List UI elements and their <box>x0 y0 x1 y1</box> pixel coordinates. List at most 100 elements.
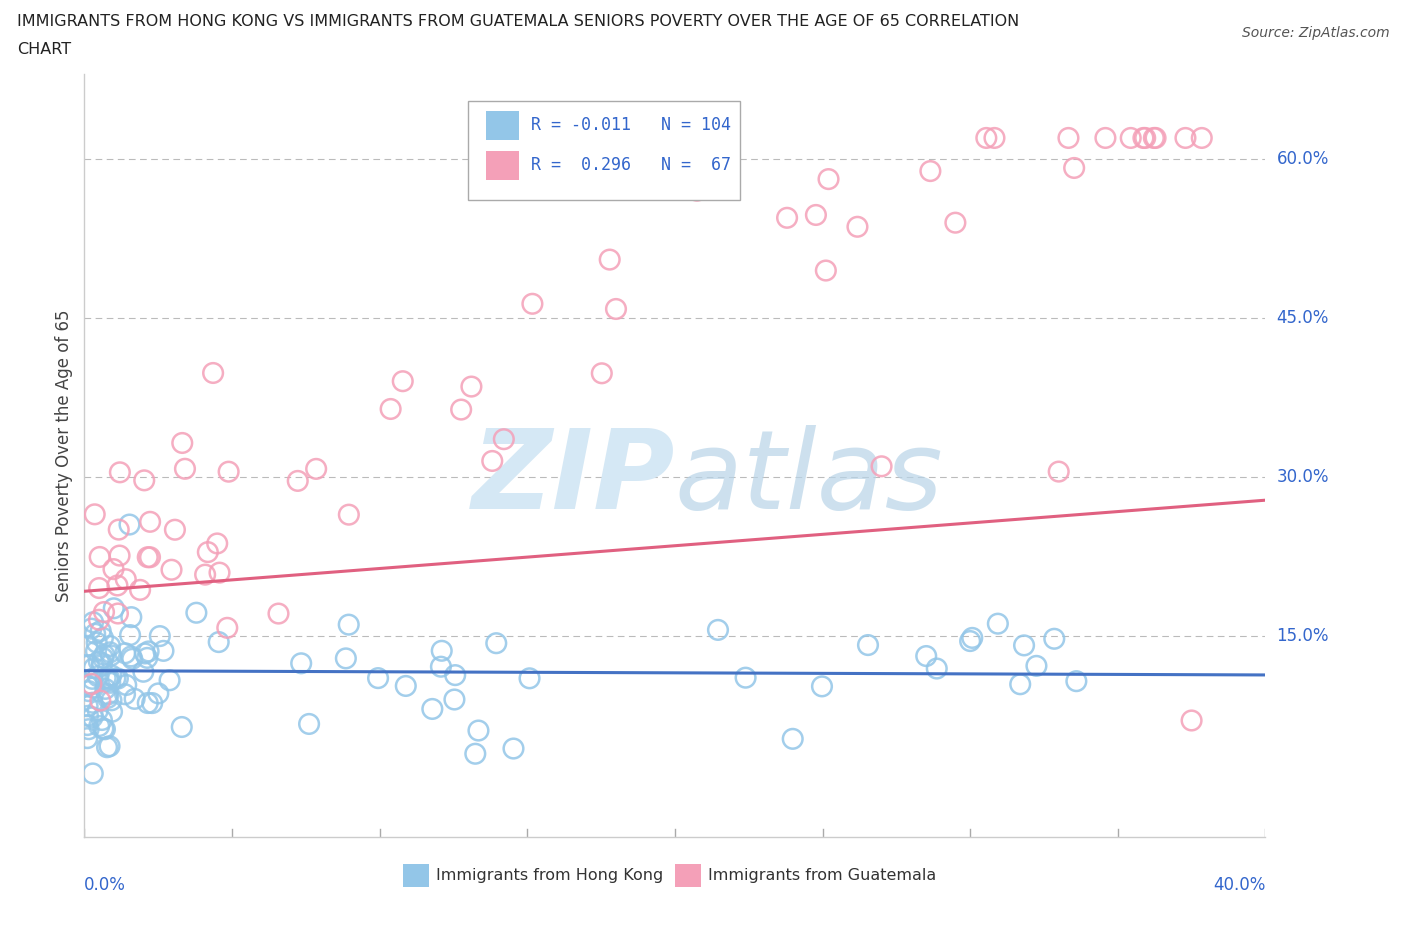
Point <box>734 671 756 685</box>
Point <box>100 648 122 663</box>
Point <box>82 766 104 781</box>
Point <box>492 432 515 446</box>
Point <box>337 507 360 522</box>
Point <box>134 646 156 661</box>
FancyBboxPatch shape <box>468 101 740 200</box>
Point <box>925 661 948 676</box>
Point <box>976 130 998 145</box>
Point <box>920 164 942 179</box>
Point <box>82 710 104 724</box>
Point <box>962 631 984 645</box>
Point <box>149 629 172 644</box>
Point <box>367 671 389 685</box>
Point <box>114 572 136 587</box>
Text: R = -0.011   N = 104: R = -0.011 N = 104 <box>531 116 731 134</box>
Point <box>76 698 98 713</box>
Point <box>987 617 1010 631</box>
Point <box>160 563 183 578</box>
Point <box>120 628 142 643</box>
Point <box>82 680 104 695</box>
Point <box>148 686 170 701</box>
Text: ZIP: ZIP <box>471 425 675 532</box>
Point <box>82 671 104 686</box>
Point <box>114 645 136 660</box>
Point <box>380 402 402 417</box>
Point <box>97 690 120 705</box>
Point <box>103 562 125 577</box>
Point <box>108 548 131 563</box>
Point <box>93 604 115 619</box>
Point <box>519 671 541 685</box>
Point <box>450 402 472 417</box>
Point <box>208 634 231 649</box>
Point <box>91 656 114 671</box>
Point <box>94 722 117 737</box>
Point <box>139 550 162 565</box>
Point <box>1066 673 1088 688</box>
Point <box>89 719 111 734</box>
Point <box>1119 130 1142 145</box>
Point <box>98 675 121 690</box>
Point <box>1135 130 1157 145</box>
FancyBboxPatch shape <box>486 111 519 140</box>
Point <box>1143 130 1166 145</box>
Point <box>107 578 129 593</box>
Point <box>1010 677 1032 692</box>
Point <box>186 605 208 620</box>
Point <box>120 610 142 625</box>
Point <box>846 219 869 234</box>
Point <box>707 622 730 637</box>
Bar <box>404 864 429 886</box>
Point <box>76 638 98 653</box>
Point <box>202 365 225 380</box>
Point <box>205 536 228 551</box>
Point <box>87 580 110 595</box>
Point <box>138 644 160 658</box>
Point <box>1144 130 1167 145</box>
Point <box>152 644 174 658</box>
Point <box>98 738 121 753</box>
Point <box>84 626 107 641</box>
Point <box>1181 713 1204 728</box>
Point <box>136 650 159 665</box>
Point <box>94 682 117 697</box>
Point <box>194 567 217 582</box>
Point <box>118 517 141 532</box>
Point <box>267 606 290 621</box>
Point <box>136 696 159 711</box>
Point <box>915 648 938 663</box>
Point <box>870 458 893 473</box>
Point <box>108 465 131 480</box>
Point <box>82 615 104 630</box>
Point <box>605 301 627 316</box>
Point <box>814 263 837 278</box>
Point <box>121 651 143 666</box>
Point <box>90 658 112 672</box>
Point <box>97 672 120 687</box>
Text: R =  0.296   N =  67: R = 0.296 N = 67 <box>531 156 731 175</box>
Point <box>84 644 107 658</box>
Text: 60.0%: 60.0% <box>1277 150 1329 168</box>
Point <box>817 172 839 187</box>
Point <box>217 620 239 635</box>
Point <box>77 684 100 698</box>
Point <box>945 215 967 230</box>
Point <box>89 693 111 708</box>
Point <box>86 635 108 650</box>
Point <box>100 693 122 708</box>
Point <box>430 659 453 674</box>
Point <box>391 374 413 389</box>
Point <box>983 130 1005 145</box>
Point <box>91 631 114 645</box>
Point <box>82 696 104 711</box>
Text: 40.0%: 40.0% <box>1213 876 1265 894</box>
Point <box>98 671 121 685</box>
Point <box>290 656 312 671</box>
Point <box>159 672 181 687</box>
Point <box>87 703 110 718</box>
Point <box>172 435 194 450</box>
Point <box>1174 130 1197 145</box>
Point <box>782 731 804 746</box>
Point <box>89 550 111 565</box>
Point <box>124 691 146 706</box>
